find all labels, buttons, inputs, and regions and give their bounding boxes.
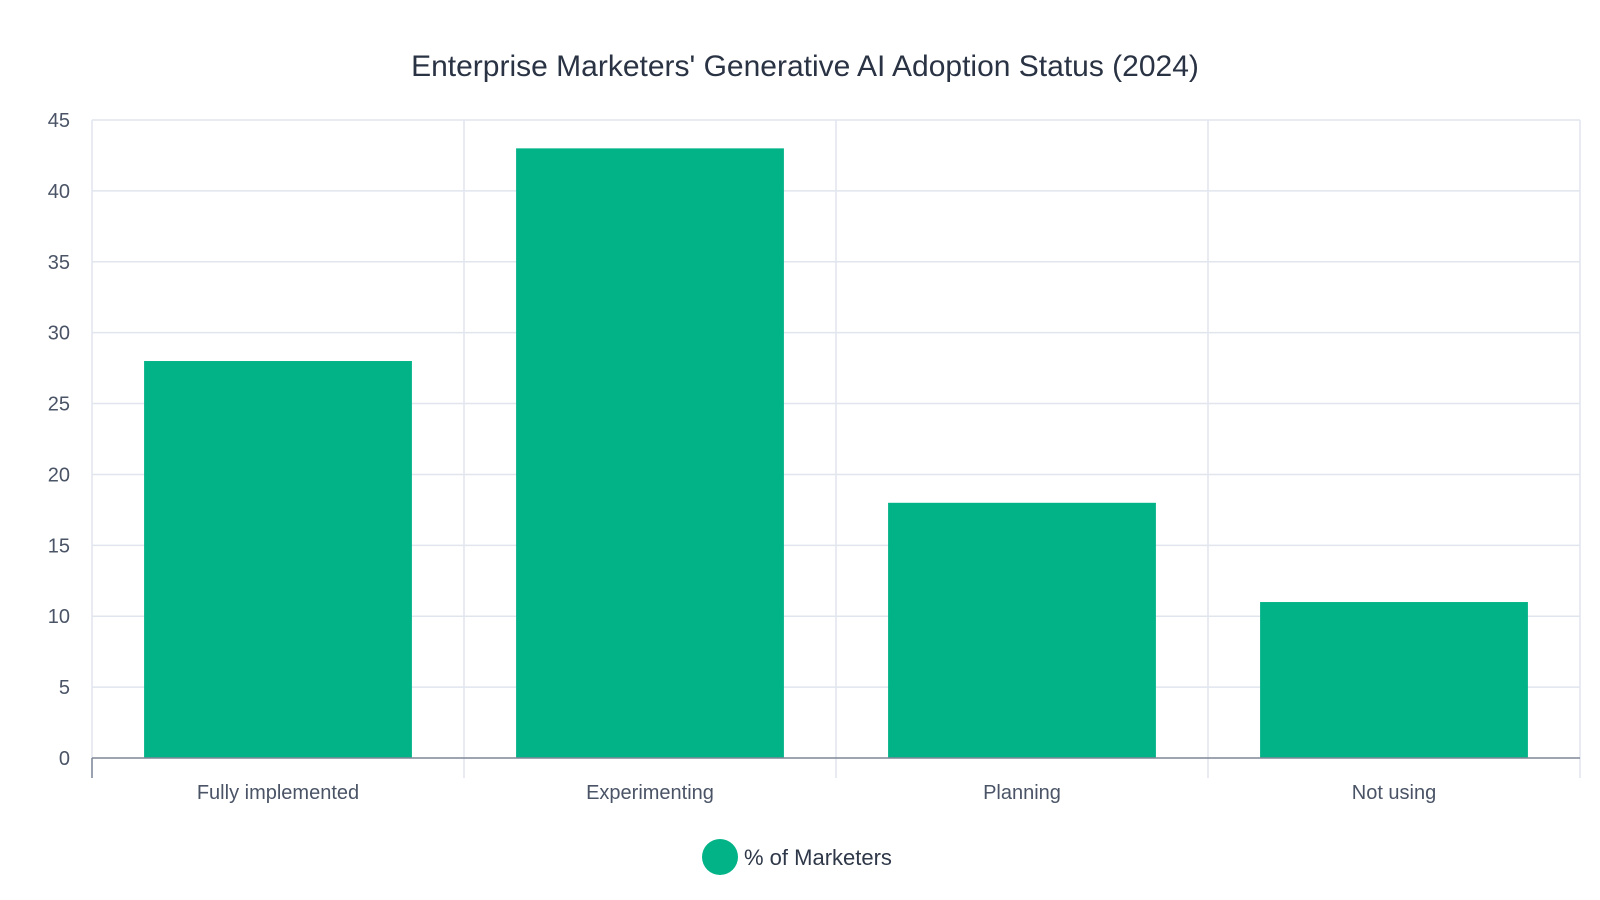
x-tick-label: Fully implemented [197, 782, 359, 804]
legend-label: % of Marketers [744, 845, 892, 870]
y-tick-label: 5 [59, 677, 70, 699]
legend-marker [702, 839, 738, 875]
y-tick-label: 45 [48, 110, 70, 132]
y-tick-label: 10 [48, 606, 70, 628]
y-tick-label: 30 [48, 323, 70, 345]
x-tick-label: Not using [1352, 782, 1437, 804]
bar [888, 502, 1156, 758]
y-tick-label: 40 [48, 181, 70, 203]
y-tick-label: 0 [59, 748, 70, 770]
y-tick-label: 25 [48, 394, 70, 416]
y-axis-tick-labels: 0 5 10 15 20 25 30 35 40 45 [48, 110, 70, 770]
bar [1260, 602, 1528, 758]
y-tick-label: 20 [48, 464, 70, 486]
chart-axes [91, 757, 1581, 778]
x-tick-label: Planning [983, 782, 1061, 804]
bar [516, 148, 784, 758]
x-axis-tick-labels: Fully implemented Experimenting Planning No… [197, 782, 1436, 804]
y-tick-label: 35 [48, 252, 70, 274]
y-tick-label: 15 [48, 535, 70, 557]
chart-bars [144, 148, 1528, 758]
chart-title: Enterprise Marketers' Generative AI Adop… [411, 50, 1199, 83]
legend: % of Marketers [702, 839, 892, 875]
x-tick-label: Experimenting [586, 782, 714, 804]
bar [144, 361, 412, 758]
